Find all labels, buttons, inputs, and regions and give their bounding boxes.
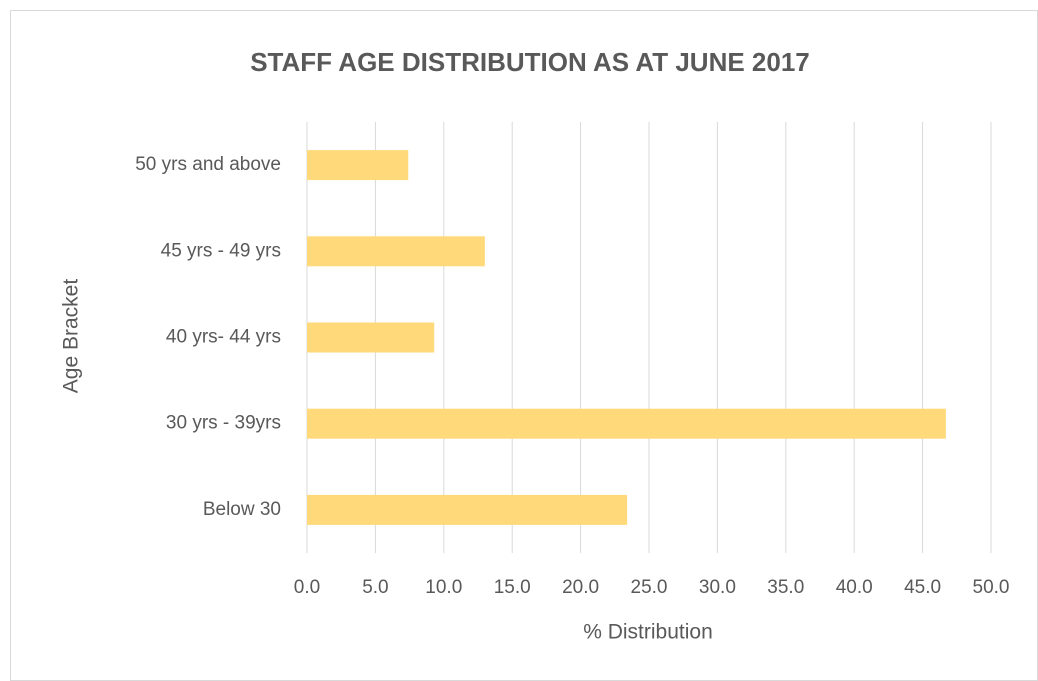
x-tick-label: 50.0 [973,577,1010,598]
y-tick-label: 45 yrs - 49 yrs [161,240,281,261]
x-tick-label: 40.0 [836,577,873,598]
x-axis-label: % Distribution [583,621,713,644]
chart-title: STAFF AGE DISTRIBUTION AS AT JUNE 2017 [250,47,810,77]
bar [307,322,435,353]
x-tick-label: 30.0 [699,577,736,598]
y-tick-label: Below 30 [203,499,281,520]
x-tick-label: 45.0 [904,577,941,598]
x-tick-label: 5.0 [362,577,388,598]
x-tick-label: 25.0 [631,577,668,598]
x-tick-label: 35.0 [767,577,804,598]
y-tick-label: 30 yrs - 39yrs [166,413,281,434]
bar [307,408,946,439]
x-tick-label: 0.0 [294,577,320,598]
y-tick-label: 40 yrs- 44 yrs [166,327,281,348]
x-tick-label: 20.0 [562,577,599,598]
bar [307,150,409,181]
x-tick-label: 10.0 [425,577,462,598]
bar [307,236,485,267]
x-tick-label: 15.0 [494,577,531,598]
y-tick-label: 50 yrs and above [135,154,281,175]
y-axis-label: Age Bracket [60,279,83,394]
chart-frame [10,10,1038,681]
bar [307,494,628,525]
